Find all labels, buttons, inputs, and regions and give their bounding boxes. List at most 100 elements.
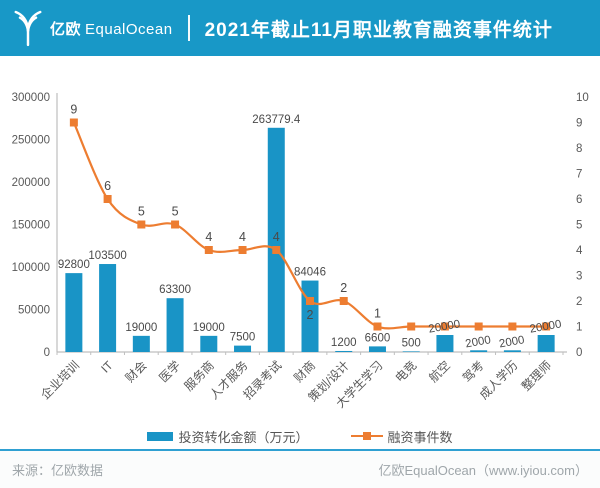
bar-value-label: 19000: [193, 322, 225, 334]
header-bar: 亿欧 EqualOcean 2021年截止11月职业教育融资事件统计: [0, 0, 600, 56]
bar-财会: [132, 335, 150, 352]
bar-value-label: 2000: [465, 334, 492, 350]
bar-电竞: [402, 351, 420, 352]
right-axis-tick-label: 3: [576, 271, 582, 283]
legend-item-bar-series: 投资转化金额（万元）: [147, 427, 309, 446]
line-series-label: 融资事件数: [387, 429, 453, 445]
bar-value-label: 84046: [294, 267, 326, 279]
bar-企业培训: [65, 273, 83, 352]
right-axis-tick-label: 10: [576, 92, 589, 104]
right-axis-tick-label: 9: [576, 118, 582, 130]
bar-医学: [166, 298, 184, 352]
line-marker-财商: [306, 297, 314, 305]
line-series-swatch: [350, 432, 383, 441]
left-axis-tick-label: 300000: [12, 92, 50, 104]
bar-大学生学习: [368, 346, 386, 352]
right-axis-tick-label: 2: [576, 296, 582, 308]
right-axis-tick-label: 0: [576, 347, 582, 359]
bar-series-label: 投资转化金额（万元）: [178, 429, 309, 445]
right-axis-tick-label: 8: [576, 143, 582, 155]
bar-series-swatch: [147, 431, 174, 441]
x-axis-category-label: 医学: [156, 358, 184, 386]
equalocean-logo-icon: [14, 10, 42, 47]
right-axis-tick-label: 6: [576, 194, 582, 206]
bar-成人学历: [503, 350, 521, 352]
right-axis-tick-label: 4: [576, 245, 583, 257]
line-marker-整理师: [542, 322, 551, 331]
bar-value-label: 63300: [159, 284, 191, 296]
x-axis-category-label: 企业培训: [37, 358, 82, 403]
bar-value-label: 7500: [230, 332, 256, 344]
chart-svg: 0 50000 100000 150000 200000 250000 300000 0 1 2 3…: [12, 92, 589, 411]
line-marker-电竞: [407, 322, 416, 331]
footer-bar: 来源：亿欧数据 亿欧EqualOcean（www.iyiou.com）: [0, 451, 600, 488]
line-marker-驾考: [474, 322, 483, 331]
x-axis-category-label: 财会: [123, 358, 150, 385]
bar-整理师: [537, 335, 555, 352]
left-axis-tick-label: 150000: [12, 220, 50, 232]
legend-item-line-series: 融资事件数: [350, 427, 453, 446]
line-value-label: 2: [307, 308, 314, 322]
left-axis-tick-label: 0: [44, 347, 50, 359]
line-marker-航空: [440, 322, 449, 331]
x-axis-category-label: 整理师: [518, 358, 554, 394]
right-axis-tick-label: 1: [576, 322, 582, 334]
bar-value-label: 6600: [365, 332, 391, 344]
data-source-text: 来源：亿欧数据: [12, 463, 104, 478]
bar-value-label: 19000: [125, 322, 157, 334]
bar-value-label: 20000: [428, 318, 462, 335]
line-marker-招录考试: [272, 246, 281, 254]
line-marker-企业培训: [69, 118, 78, 127]
line-marker-大学生学习: [373, 322, 382, 331]
bar-value-label: 20000: [529, 318, 563, 335]
x-axis-category-label: 驾考: [460, 358, 487, 385]
x-axis-category-label: 航空: [425, 358, 453, 386]
bar-航空: [436, 335, 454, 352]
line-marker-服务商: [204, 246, 213, 254]
right-axis-tick-label: 5: [576, 220, 582, 232]
site-credit-text: 亿欧EqualOcean（www.iyiou.com）: [378, 463, 588, 478]
line-value-label: 4: [205, 230, 212, 244]
right-axis-tick-label: 7: [576, 169, 582, 181]
bar-驾考: [470, 350, 488, 352]
header-separator: [187, 15, 190, 41]
line-marker-策划/设计: [339, 297, 348, 305]
left-axis-tick-label: 50000: [18, 305, 50, 317]
line-value-label: 9: [70, 103, 77, 117]
bar-策划/设计: [335, 350, 353, 352]
line-value-label: 4: [273, 230, 280, 244]
line-marker-IT: [103, 195, 112, 203]
line-marker-成人学历: [508, 322, 517, 331]
left-axis-tick-label: 250000: [12, 135, 50, 147]
line-value-label: 4: [239, 230, 246, 244]
left-axis-tick-label: 200000: [12, 177, 50, 189]
x-axis-category-label: IT: [98, 358, 116, 376]
bar-value-label: 92800: [58, 259, 90, 271]
line-value-label: 1: [374, 307, 381, 321]
chart-area: 0 50000 100000 150000 200000 250000 300000 0 1 2 3…: [0, 56, 600, 449]
bar-招录考试: [267, 127, 285, 353]
bar-value-label: 263779.4: [252, 114, 301, 126]
line-marker-财会: [137, 220, 146, 229]
bar-IT: [99, 264, 117, 352]
bar-value-label: 103500: [88, 250, 126, 262]
bar-value-label: 500: [402, 337, 421, 349]
bar-人才服务: [234, 345, 252, 352]
footer-divider-line: [0, 449, 600, 451]
bar-value-label: 2000: [498, 334, 525, 350]
bar-服务商: [200, 335, 218, 352]
x-axis-category-label: 电竞: [392, 358, 419, 385]
bar-value-label: 1200: [331, 337, 357, 349]
x-axis-category-label: 财商: [291, 358, 319, 386]
line-value-label: 2: [340, 281, 347, 295]
line-marker-人才服务: [238, 246, 247, 254]
logo-text: 亿欧 EqualOcean: [50, 18, 173, 39]
chart-legend: 投资转化金额（万元） 融资事件数: [0, 423, 600, 449]
bar-财商: [301, 280, 319, 352]
logo: 亿欧 EqualOcean: [12, 9, 173, 47]
line-value-label: 6: [104, 179, 111, 193]
logo-text-cn: 亿欧: [50, 20, 82, 38]
line-value-label: 5: [138, 205, 145, 219]
page-title: 2021年截止11月职业教育融资事件统计: [204, 19, 553, 41]
line-marker-医学: [171, 220, 180, 229]
